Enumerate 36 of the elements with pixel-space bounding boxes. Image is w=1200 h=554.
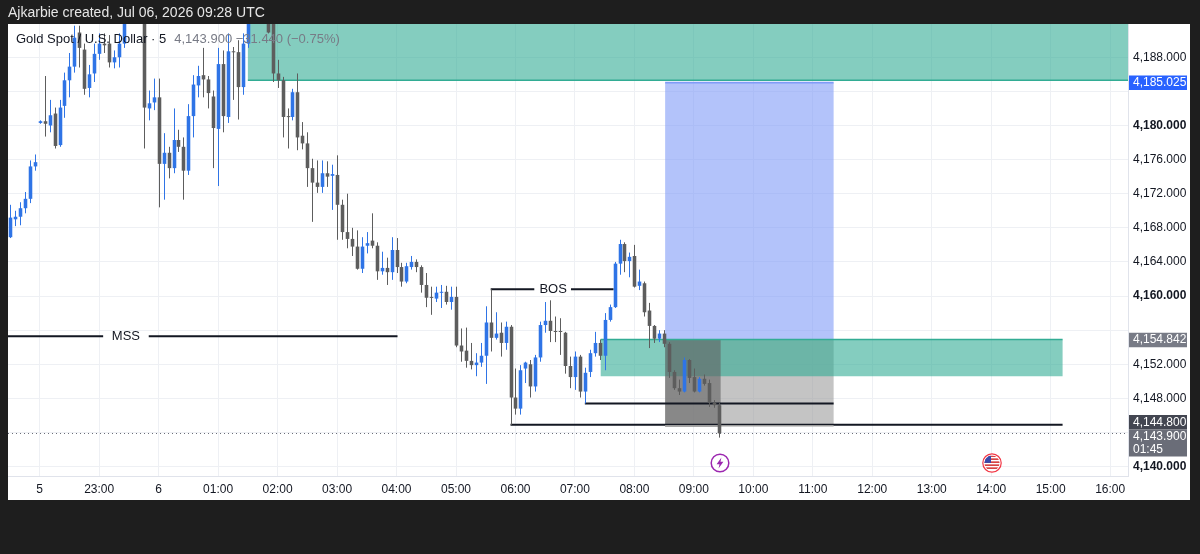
- y-tick-label: 4,140.000: [1133, 458, 1187, 473]
- series-label: BOS: [539, 280, 568, 296]
- y-tick-label: 4,176.000: [1133, 151, 1187, 166]
- x-tick-label: 11:00: [798, 481, 828, 496]
- x-tick-label: 04:00: [381, 481, 412, 496]
- y-tick-label: 4,160.000: [1133, 288, 1187, 303]
- y-tick-label: 4,144.800: [1133, 414, 1187, 429]
- ref-line-label: 4,143.900 01:45: [1133, 429, 1187, 456]
- x-tick-label: 6: [155, 481, 163, 496]
- y-tick-label: 4,185.025: [1133, 74, 1187, 89]
- x-tick-label: 03:00: [322, 481, 353, 496]
- y-tick-label: 4,154.842: [1133, 332, 1187, 347]
- y-tick-label: 4,180.000: [1133, 117, 1187, 132]
- y-tick-label: 4,168.000: [1133, 220, 1187, 235]
- series-label: MSS: [111, 327, 141, 343]
- x-tick-label: 16:00: [1095, 481, 1126, 496]
- x-tick-label: 23:00: [84, 481, 115, 496]
- x-tick-label: 5: [36, 481, 44, 496]
- y-tick-label: 4,172.000: [1133, 186, 1187, 201]
- x-tick-label: 06:00: [500, 481, 531, 496]
- x-tick-label: 02:00: [262, 481, 293, 496]
- x-tick-label: 15:00: [1035, 481, 1067, 496]
- x-tick-label: 13:00: [916, 481, 948, 496]
- text: Ajkarbie created, Jul 06, 2026 09:28 UTC: [8, 4, 265, 21]
- x-tick-label: 08:00: [619, 481, 650, 496]
- x-tick-label: 07:00: [559, 481, 591, 496]
- x-tick-label: 10:00: [738, 481, 769, 496]
- x-tick-label: 09:00: [678, 481, 710, 496]
- x-tick-label: 01:00: [203, 481, 234, 496]
- x-tick-label: 05:00: [440, 481, 472, 496]
- x-tick-label: 14:00: [976, 481, 1007, 496]
- x-tick-label: 12:00: [857, 481, 888, 496]
- y-tick-label: 4,148.000: [1133, 390, 1187, 405]
- y-tick-label: 4,164.000: [1133, 254, 1187, 269]
- y-tick-label: 4,152.000: [1133, 356, 1187, 371]
- y-tick-label: 4,188.000: [1133, 49, 1187, 64]
